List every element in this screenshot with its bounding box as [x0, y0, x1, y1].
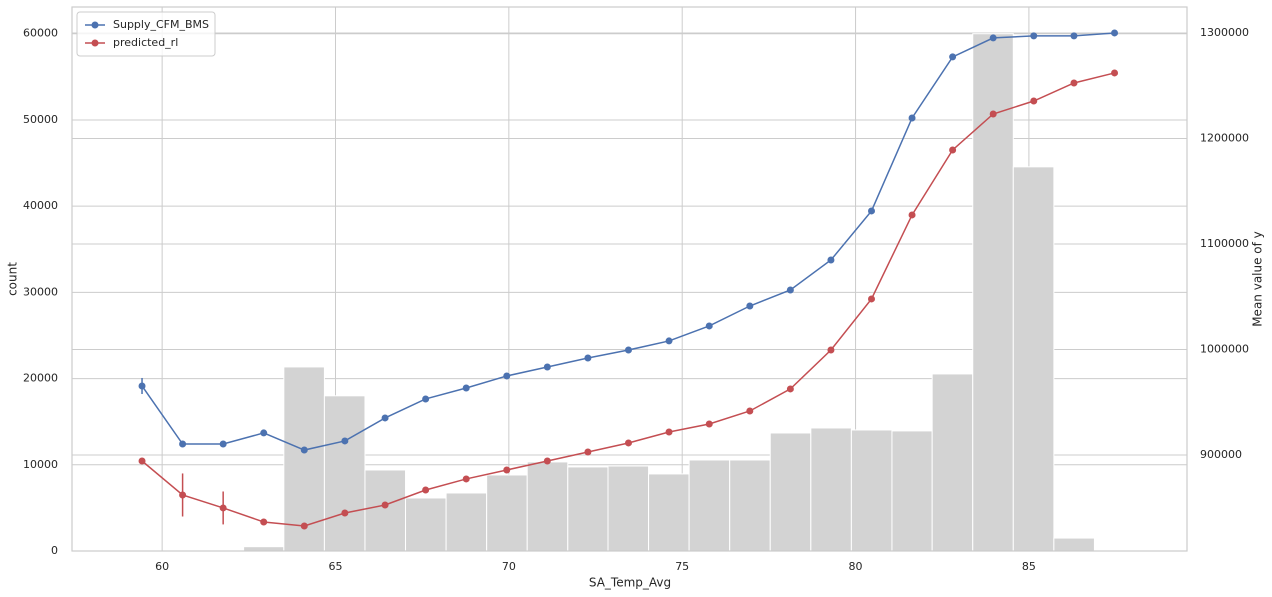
point — [786, 286, 794, 294]
point — [462, 475, 470, 483]
histogram-bar — [891, 430, 933, 552]
point — [827, 346, 835, 354]
y-tick-label: 30000 — [23, 285, 58, 298]
x-axis-label: SA_Temp_Avg — [589, 576, 671, 590]
y2-tick-label: 1300000 — [1200, 26, 1249, 39]
histogram-bar — [1012, 166, 1055, 552]
point — [422, 395, 430, 403]
point — [1070, 32, 1078, 40]
y-tick-label: 0 — [51, 544, 58, 557]
point — [138, 382, 146, 390]
point — [1030, 97, 1038, 105]
y-tick-label: 50000 — [23, 113, 58, 126]
histogram-bar — [729, 459, 771, 552]
point — [989, 110, 997, 118]
point — [300, 522, 308, 530]
y2-tick-label: 900000 — [1200, 448, 1242, 461]
legend-label: predicted_rl — [113, 36, 178, 49]
point — [705, 322, 713, 330]
histogram-bar — [810, 427, 852, 552]
y-tick-label: 60000 — [23, 27, 58, 40]
point — [543, 457, 551, 465]
point — [867, 207, 875, 215]
point — [584, 448, 592, 456]
y-axis-label: count — [6, 262, 20, 296]
plot-frame — [71, 6, 1188, 552]
histogram-bar — [931, 373, 974, 552]
y2-tick-label: 1200000 — [1200, 131, 1249, 144]
x-tick-label: 85 — [1022, 560, 1036, 573]
point — [219, 440, 227, 448]
point — [179, 491, 187, 499]
histogram-bar — [405, 497, 447, 552]
point — [1111, 69, 1119, 77]
histogram-bar — [323, 395, 366, 552]
x-tick-label: 75 — [675, 560, 689, 573]
point — [989, 34, 997, 42]
histogram-bar — [648, 473, 690, 552]
point — [665, 337, 673, 345]
point — [746, 302, 754, 310]
histogram-bar — [769, 432, 812, 552]
legend-marker — [91, 39, 99, 47]
point — [665, 428, 673, 436]
histogram-bar — [1053, 537, 1095, 552]
histogram-bar — [688, 459, 731, 552]
point — [422, 486, 430, 494]
point — [1111, 29, 1119, 37]
histogram-bar — [607, 465, 650, 552]
point — [624, 439, 632, 447]
histogram-bar — [283, 366, 325, 552]
point — [786, 385, 794, 393]
point — [503, 466, 511, 474]
y2-tick-label: 1100000 — [1200, 237, 1249, 250]
x-tick-label: 60 — [155, 560, 169, 573]
histogram-bar — [243, 546, 285, 552]
legend-box — [76, 11, 216, 57]
y2-tick-label: 1000000 — [1200, 342, 1249, 355]
point — [584, 354, 592, 362]
histogram-bar — [486, 474, 528, 552]
histogram-bar — [445, 492, 488, 552]
legend-label: Supply_CFM_BMS — [113, 18, 209, 31]
legend-marker — [91, 21, 99, 29]
point — [138, 457, 146, 465]
y-tick-label: 40000 — [23, 199, 58, 212]
histogram-bar — [526, 461, 569, 552]
point — [300, 446, 308, 454]
point — [867, 295, 875, 303]
x-tick-label: 65 — [328, 560, 342, 573]
histogram-bar — [364, 469, 407, 552]
point — [219, 504, 227, 512]
point — [908, 114, 916, 122]
point — [341, 437, 349, 445]
point — [179, 440, 187, 448]
point — [746, 407, 754, 415]
point — [381, 501, 389, 509]
y-tick-label: 20000 — [23, 372, 58, 385]
point — [260, 518, 268, 526]
point — [462, 384, 470, 392]
histogram-bar — [850, 429, 893, 552]
point — [949, 53, 957, 61]
x-tick-label: 70 — [502, 560, 516, 573]
point — [624, 346, 632, 354]
histogram-bar — [567, 466, 609, 552]
point — [908, 211, 916, 219]
point — [827, 256, 835, 264]
x-tick-label: 80 — [849, 560, 863, 573]
point — [705, 420, 713, 428]
point — [543, 363, 551, 371]
point — [1070, 79, 1078, 87]
point — [260, 429, 268, 437]
point — [341, 509, 349, 517]
point — [949, 146, 957, 154]
point — [381, 414, 389, 422]
point — [1030, 32, 1038, 40]
y2-axis-label: Mean value of y — [1251, 231, 1265, 327]
y-tick-label: 10000 — [23, 458, 58, 471]
point — [503, 372, 511, 380]
histogram-bar — [972, 33, 1014, 552]
